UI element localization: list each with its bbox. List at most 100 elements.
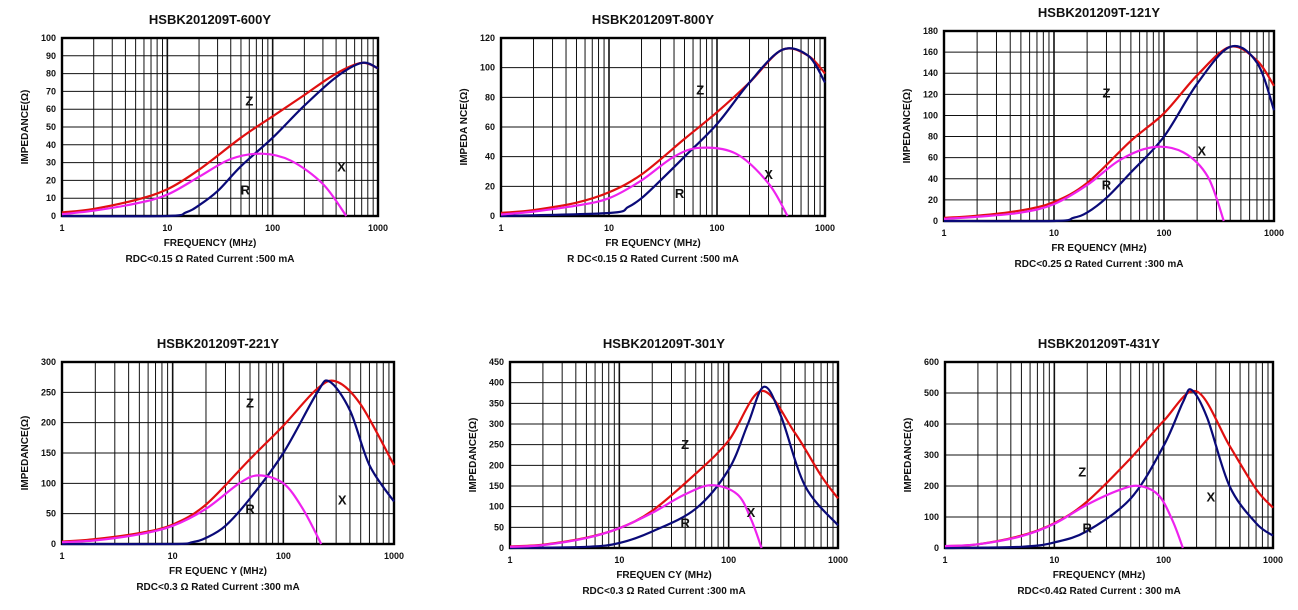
x-tick-label: 1: [59, 551, 64, 561]
y-tick-label: 20: [46, 175, 56, 185]
y-axis-label: IMPEDANCE(Ω): [902, 89, 913, 164]
series-line-x: [944, 484, 1184, 549]
y-tick-label: 100: [480, 63, 495, 73]
y-tick-label: 70: [46, 86, 56, 96]
x-axis-label: FR EQUENC Y (MHz): [169, 566, 267, 577]
y-tick-label: 80: [46, 69, 56, 79]
y-tick-label: 160: [923, 47, 938, 57]
y-tick-label: 10: [46, 193, 56, 203]
chart-1: HSBK201209T-600Y 0 10 20 30 40 50 60 70 80 90 100 1 1…: [20, 12, 388, 265]
x-tick-label: 1000: [815, 223, 835, 233]
y-tick-label: 250: [489, 440, 504, 450]
series-line-x: [943, 145, 1225, 222]
y-tick-label: 300: [41, 357, 56, 367]
plot-frame: [60, 36, 380, 218]
x-tick-label: 10: [1049, 228, 1059, 238]
series-label-z: Z: [1103, 86, 1111, 101]
rdc-rated-current-note: R DC<0.15 Ω Rated Current :500 mA: [567, 254, 739, 265]
y-tick-label: 300: [489, 419, 504, 429]
y-tick-label: 600: [924, 357, 939, 367]
x-tick-label: 100: [709, 223, 724, 233]
x-tick-label: 10: [1049, 555, 1059, 565]
y-tick-label: 0: [51, 539, 56, 549]
y-axis-label: IMPEDANCE(Ω): [20, 90, 31, 165]
y-tick-label: 90: [46, 51, 56, 61]
x-tick-label: 100: [276, 551, 291, 561]
rdc-rated-current-note: RDC<0.3 Ω Rated Current :300 mA: [136, 582, 299, 593]
chart-title: HSBK201209T-600Y: [149, 12, 271, 27]
series-label-z: Z: [681, 437, 689, 452]
chart-title: HSBK201209T-121Y: [1038, 5, 1160, 20]
series-line-z: [500, 47, 826, 215]
x-axis-label: FR EQUENCY (MHz): [605, 238, 700, 249]
rdc-rated-current-note: RDC<0.15 Ω Rated Current :500 mA: [126, 254, 295, 265]
y-tick-label: 200: [41, 418, 56, 428]
x-tick-label: 1: [59, 223, 64, 233]
y-tick-label: 40: [46, 140, 56, 150]
y-tick-label: 100: [923, 110, 938, 120]
x-tick-label: 1: [498, 223, 503, 233]
y-tick-label: 50: [494, 522, 504, 532]
x-tick-label: 1000: [384, 551, 404, 561]
series-label-r: R: [680, 515, 690, 530]
y-tick-label: 450: [489, 357, 504, 367]
series-line-r: [944, 388, 1274, 550]
series-line-r: [943, 44, 1276, 223]
y-tick-label: 0: [933, 216, 938, 226]
y-tick-label: 250: [41, 387, 56, 397]
series-line-z: [61, 379, 395, 543]
series-line-r: [509, 385, 839, 550]
y-tick-label: 300: [924, 450, 939, 460]
y-axis-label: IMPEDANCE(Ω): [903, 418, 914, 493]
y-tick-label: 100: [41, 33, 56, 43]
series-label-x: X: [337, 160, 346, 175]
y-tick-label: 0: [934, 543, 939, 553]
series-label-r: R: [675, 186, 685, 201]
x-tick-label: 100: [721, 555, 736, 565]
x-axis-label: FREQUENCY (MHz): [1053, 570, 1146, 581]
series-line-z: [509, 389, 839, 548]
y-tick-label: 200: [924, 481, 939, 491]
series-label-x: X: [747, 505, 756, 520]
plot-frame: [508, 360, 840, 550]
y-tick-label: 40: [485, 152, 495, 162]
chart-6: HSBK201209T-431Y 0 100 200 300 400 500 600 1 10 10…: [903, 336, 1283, 597]
x-tick-label: 1: [507, 555, 512, 565]
y-tick-label: 100: [489, 502, 504, 512]
plot-frame: [60, 360, 396, 546]
y-tick-label: 0: [51, 211, 56, 221]
chart-title: HSBK201209T-221Y: [157, 336, 279, 351]
series-label-r: R: [241, 183, 251, 198]
x-tick-label: 100: [1156, 228, 1171, 238]
y-tick-label: 40: [928, 174, 938, 184]
y-tick-label: 0: [490, 211, 495, 221]
y-tick-label: 120: [923, 89, 938, 99]
y-tick-label: 60: [928, 153, 938, 163]
series-label-x: X: [764, 167, 773, 182]
y-tick-label: 120: [480, 33, 495, 43]
y-tick-label: 30: [46, 158, 56, 168]
plot-frame: [942, 29, 1276, 223]
y-axis-label: IMPEDA NCE(Ω): [459, 88, 470, 165]
y-tick-label: 200: [489, 460, 504, 470]
series-line-x: [509, 484, 763, 549]
y-tick-label: 180: [923, 26, 938, 36]
series-label-x: X: [1197, 144, 1206, 159]
series-label-r: R: [1083, 521, 1093, 536]
chart-4: HSBK201209T-221Y 0 50 100 150 200 250 300 1 10 100…: [20, 336, 404, 593]
x-tick-label: 1: [941, 228, 946, 238]
series-label-x: X: [1206, 490, 1215, 505]
y-tick-label: 0: [499, 543, 504, 553]
series-line-r: [61, 379, 395, 546]
x-tick-label: 10: [614, 555, 624, 565]
series-label-z: Z: [1078, 465, 1086, 480]
plot-frame: [943, 360, 1275, 550]
y-tick-label: 60: [46, 104, 56, 114]
series-line-x: [61, 152, 348, 217]
chart-5: HSBK201209T-301Y 0 50 100 150 200 250 300 350 400…: [468, 336, 848, 597]
x-axis-label: FREQUEN CY (MHz): [616, 570, 711, 581]
y-axis-label: IMPEDANCE(Ω): [20, 416, 31, 491]
x-axis-label: FREQUENCY (MHz): [164, 238, 257, 249]
